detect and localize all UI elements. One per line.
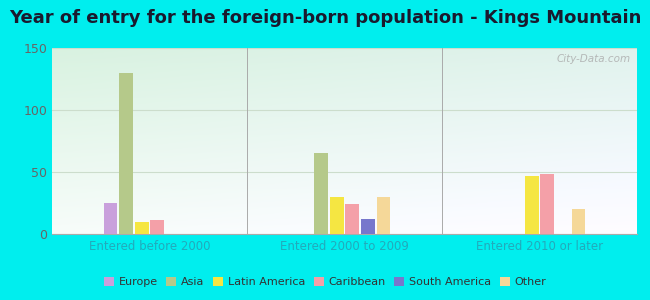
Bar <box>150 220 164 234</box>
Bar <box>103 203 118 234</box>
Bar <box>330 197 344 234</box>
Bar <box>540 175 554 234</box>
Bar <box>525 176 539 234</box>
Bar <box>361 219 375 234</box>
Bar <box>135 222 149 234</box>
Bar <box>376 197 391 234</box>
Bar <box>314 153 328 234</box>
Text: Year of entry for the foreign-born population - Kings Mountain: Year of entry for the foreign-born popul… <box>9 9 641 27</box>
Bar <box>119 73 133 234</box>
Bar <box>345 204 359 234</box>
Legend: Europe, Asia, Latin America, Caribbean, South America, Other: Europe, Asia, Latin America, Caribbean, … <box>99 272 551 291</box>
Bar <box>571 209 586 234</box>
Text: City-Data.com: City-Data.com <box>557 54 631 64</box>
